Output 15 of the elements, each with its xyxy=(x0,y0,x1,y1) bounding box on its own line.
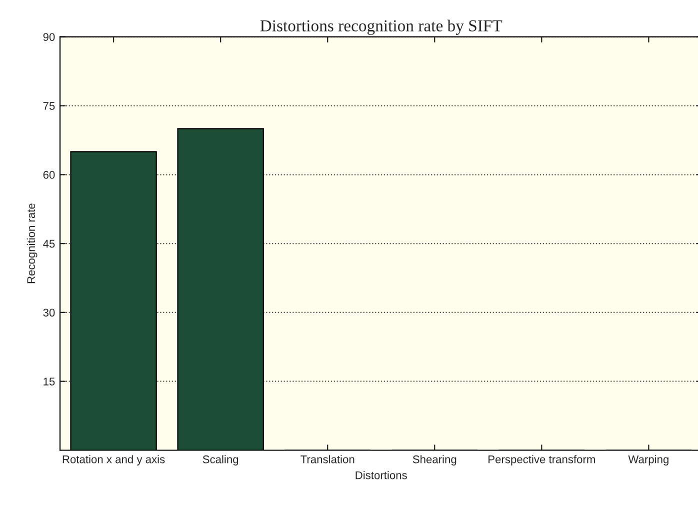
x-tick-label: Rotation x and y axis xyxy=(62,455,165,466)
y-tick-label: 60 xyxy=(43,170,55,179)
x-tick-label: Shearing xyxy=(412,455,456,466)
y-tick-label: 15 xyxy=(44,378,55,386)
y-tick-label: 45 xyxy=(43,240,55,248)
x-tick-label: Scaling xyxy=(202,455,238,466)
y-tick-label: 75 xyxy=(43,102,55,110)
x-tick-label: Translation xyxy=(300,455,354,464)
x-axis-title: Distortions xyxy=(356,471,407,480)
y-tick-label: 90 xyxy=(43,33,55,41)
x-tick-label: Perspective transform xyxy=(488,455,595,466)
y-tick-label: 30 xyxy=(43,308,55,317)
x-tick-label: Warping xyxy=(628,455,668,466)
y-axis-title: Recognition rate xyxy=(26,204,38,284)
chart-title: Distortions recognition rate by SIFT xyxy=(260,20,502,35)
